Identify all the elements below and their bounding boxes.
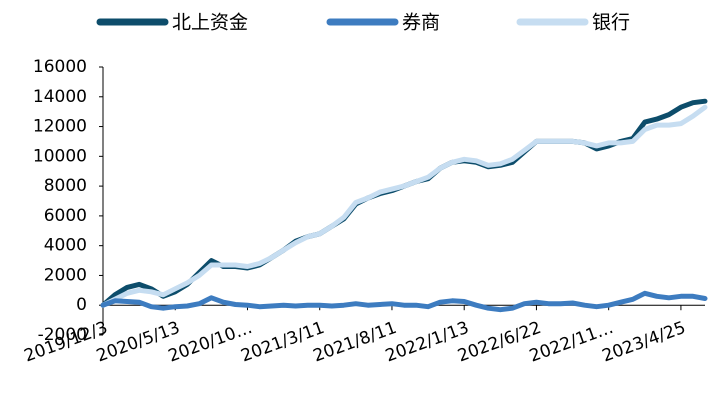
y-tick-label: 4000 — [44, 236, 87, 256]
x-tick-label: 2023/4/25 — [600, 318, 689, 367]
y-tick-label: 2000 — [44, 265, 87, 285]
y-tick-label: 8000 — [44, 176, 87, 196]
y-tick-label: 14000 — [33, 87, 87, 107]
y-tick-label: 6000 — [44, 206, 87, 226]
y-tick-label: 16000 — [33, 57, 87, 77]
legend-label: 北上资金 — [172, 12, 248, 34]
series-line — [100, 290, 708, 313]
series-line — [100, 98, 708, 308]
y-tick-label: -2000 — [38, 325, 87, 345]
legend-label: 券商 — [402, 12, 440, 34]
legend-label: 银行 — [592, 12, 630, 34]
x-tick-label: 2020/10… — [166, 318, 255, 367]
x-tick-label: 2022/11… — [527, 318, 616, 367]
y-tick-label: 0 — [76, 295, 87, 315]
y-tick-label: 10000 — [33, 146, 87, 166]
series-line — [100, 104, 708, 308]
y-tick-label: 12000 — [33, 117, 87, 137]
